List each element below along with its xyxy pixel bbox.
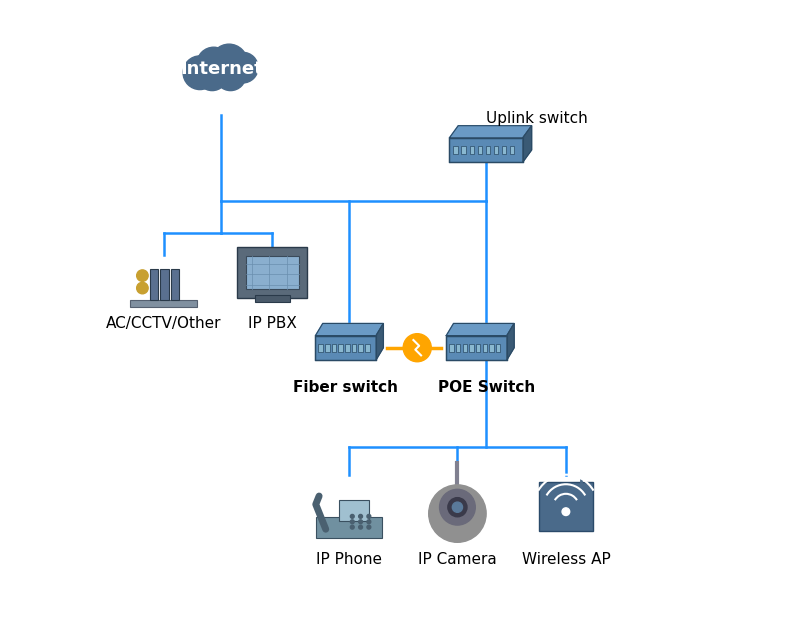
- Text: Uplink switch: Uplink switch: [486, 110, 588, 126]
- FancyBboxPatch shape: [462, 146, 466, 154]
- FancyBboxPatch shape: [476, 344, 480, 352]
- FancyBboxPatch shape: [486, 146, 490, 154]
- Text: AC/CCTV/Other: AC/CCTV/Other: [106, 316, 222, 331]
- FancyBboxPatch shape: [446, 336, 507, 360]
- Text: IP Phone: IP Phone: [316, 552, 382, 567]
- FancyBboxPatch shape: [255, 295, 290, 302]
- FancyBboxPatch shape: [502, 146, 506, 154]
- Circle shape: [562, 508, 570, 516]
- Circle shape: [429, 485, 486, 542]
- FancyBboxPatch shape: [170, 269, 179, 300]
- FancyBboxPatch shape: [365, 344, 370, 352]
- Circle shape: [183, 56, 217, 89]
- Circle shape: [403, 334, 431, 362]
- FancyBboxPatch shape: [496, 344, 500, 352]
- Text: Wireless AP: Wireless AP: [522, 552, 610, 567]
- FancyBboxPatch shape: [338, 344, 343, 352]
- FancyBboxPatch shape: [510, 146, 514, 154]
- Polygon shape: [450, 126, 532, 138]
- FancyBboxPatch shape: [494, 146, 498, 154]
- FancyBboxPatch shape: [454, 146, 458, 154]
- Circle shape: [137, 282, 148, 293]
- Circle shape: [210, 44, 247, 81]
- Circle shape: [350, 514, 354, 518]
- Polygon shape: [315, 323, 383, 336]
- FancyBboxPatch shape: [238, 247, 307, 298]
- Text: IP Camera: IP Camera: [418, 552, 497, 567]
- Circle shape: [358, 514, 362, 518]
- FancyBboxPatch shape: [332, 344, 336, 352]
- FancyBboxPatch shape: [130, 300, 198, 307]
- Polygon shape: [507, 323, 514, 360]
- Circle shape: [350, 520, 354, 524]
- Circle shape: [358, 520, 362, 524]
- Circle shape: [215, 60, 246, 91]
- Text: Internet: Internet: [180, 60, 262, 78]
- Circle shape: [439, 489, 475, 525]
- FancyBboxPatch shape: [160, 269, 169, 300]
- Circle shape: [358, 525, 362, 529]
- Circle shape: [197, 60, 227, 91]
- Polygon shape: [376, 323, 383, 360]
- Polygon shape: [446, 323, 514, 336]
- Text: Fiber switch: Fiber switch: [294, 380, 398, 395]
- FancyBboxPatch shape: [316, 517, 382, 537]
- FancyBboxPatch shape: [482, 344, 487, 352]
- FancyBboxPatch shape: [478, 146, 482, 154]
- Text: POE Switch: POE Switch: [438, 380, 534, 395]
- FancyBboxPatch shape: [469, 344, 474, 352]
- FancyBboxPatch shape: [352, 344, 356, 352]
- FancyBboxPatch shape: [246, 256, 298, 288]
- FancyBboxPatch shape: [150, 269, 158, 300]
- FancyBboxPatch shape: [318, 344, 323, 352]
- Circle shape: [197, 47, 230, 81]
- FancyBboxPatch shape: [358, 344, 363, 352]
- Circle shape: [137, 270, 148, 281]
- FancyBboxPatch shape: [345, 344, 350, 352]
- Circle shape: [367, 525, 370, 529]
- Polygon shape: [523, 126, 532, 162]
- Circle shape: [452, 502, 462, 512]
- Circle shape: [367, 514, 370, 518]
- Circle shape: [448, 498, 467, 517]
- Circle shape: [227, 52, 258, 83]
- Text: IP PBX: IP PBX: [248, 316, 297, 331]
- FancyBboxPatch shape: [325, 344, 330, 352]
- FancyBboxPatch shape: [450, 138, 523, 162]
- Circle shape: [350, 525, 354, 529]
- FancyBboxPatch shape: [449, 344, 454, 352]
- FancyBboxPatch shape: [539, 482, 593, 531]
- FancyBboxPatch shape: [339, 500, 369, 521]
- FancyBboxPatch shape: [489, 344, 494, 352]
- Circle shape: [367, 520, 370, 524]
- FancyBboxPatch shape: [470, 146, 474, 154]
- FancyBboxPatch shape: [462, 344, 467, 352]
- FancyBboxPatch shape: [315, 336, 376, 360]
- FancyBboxPatch shape: [456, 344, 460, 352]
